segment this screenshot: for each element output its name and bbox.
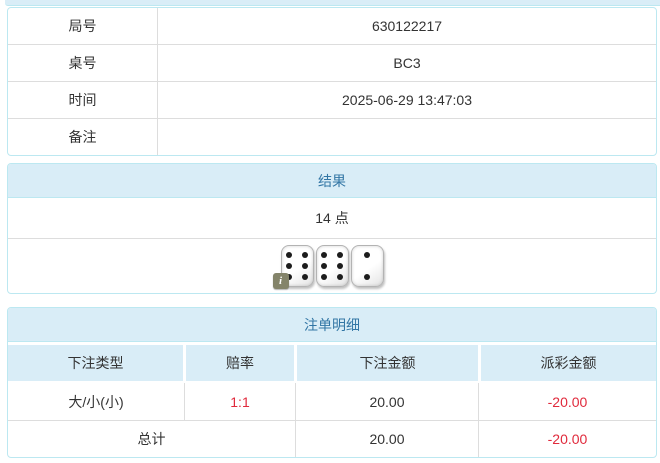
column-header-odds: 赔率 [186,345,294,381]
round-number-value: 630122217 [371,18,443,34]
die-pip [336,273,343,280]
die-6-icon: i [272,245,314,289]
die-pip [336,252,343,259]
info-row-table: 桌号 BC3 [8,44,656,81]
die-pip [363,273,370,280]
time-value: 2025-06-29 13:47:03 [342,92,472,108]
column-header-bet-amount: 下注金额 [297,345,478,381]
result-panel: 结果 14 点 i [7,163,657,294]
total-bet-amount-cell: 20.00 [295,421,478,457]
result-points: 14 点 [8,198,656,239]
die-2-icon [350,245,384,287]
info-badge-icon[interactable]: i [272,273,289,289]
remark-label: 备注 [8,119,158,155]
remark-value [158,119,656,155]
info-row-remark: 备注 [8,118,656,155]
die-pip [286,262,293,269]
die-6-icon [315,245,349,287]
time-label: 时间 [8,82,158,118]
payout-amount-cell: -20.00 [478,383,656,420]
column-header-payout-amount: 派彩金额 [481,345,656,381]
bets-header-row: 下注类型 赔率 下注金额 派彩金额 [8,345,656,381]
column-header-bet-type: 下注类型 [8,345,183,381]
info-row-round: 局号 630122217 [8,8,656,44]
die-pip [321,273,328,280]
die-pip [301,273,308,280]
total-label-cell: 总计 [137,431,166,447]
die-pip [286,273,293,280]
bet-details-panel: 注单明细 下注类型 赔率 下注金额 派彩金额 大/小(小) 1:1 20.00 … [7,307,657,458]
round-number-label: 局号 [8,8,158,44]
die-pip [336,262,343,269]
die-pip [321,262,328,269]
odds-cell: 1:1 [184,383,295,420]
total-payout-cell: -20.00 [478,421,656,457]
table-number-label: 桌号 [8,45,158,81]
dice-row: i [8,239,656,293]
info-row-time: 时间 2025-06-29 13:47:03 [8,81,656,118]
table-row: 大/小(小) 1:1 20.00 -20.00 [8,383,656,420]
bet-type-cell: 大/小(小) [68,393,124,410]
die-pip [363,252,370,259]
bet-details-title: 注单明细 [8,308,656,342]
table-number-value: BC3 [393,55,421,71]
game-info-panel: 局号 630122217 桌号 BC3 时间 2025-06-29 13:47:… [7,7,657,156]
bet-amount-cell: 20.00 [295,383,478,420]
result-panel-title: 结果 [8,164,656,198]
die-pip [286,252,293,259]
die-pip [321,252,328,259]
total-row: 总计 20.00 -20.00 [8,420,656,457]
die-pip [301,252,308,259]
die-pip [301,262,308,269]
cropped-header-strip [5,0,660,6]
